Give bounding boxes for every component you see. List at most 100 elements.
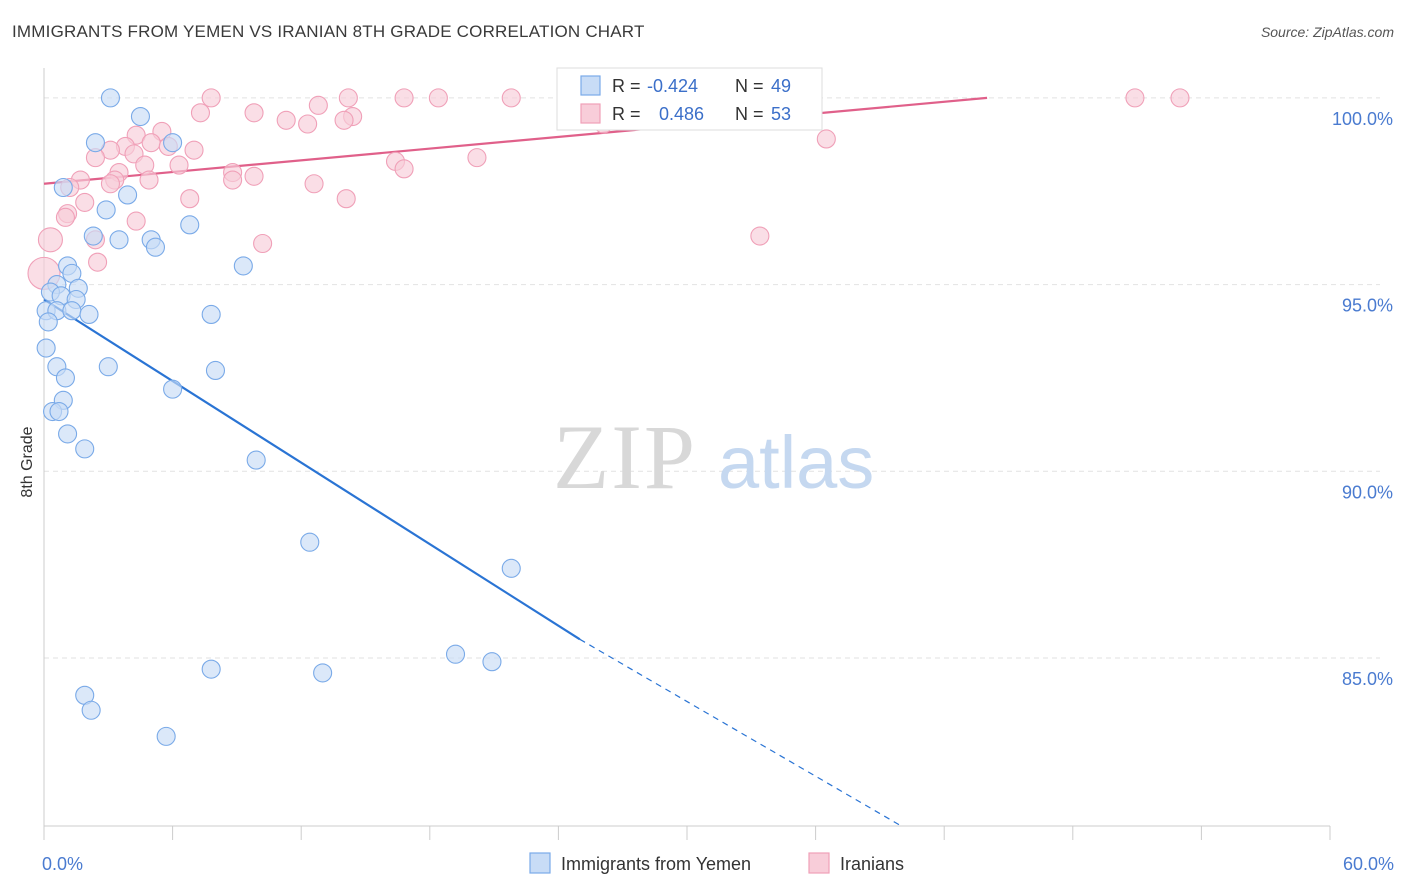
legend-swatch-yemen [580,75,601,96]
watermark: ZIP atlas [553,406,874,508]
data-point-yemen [201,659,221,679]
data-point-yemen [49,401,69,422]
data-point-iranians [394,88,414,108]
legend-r-value-yemen: -0.424 [647,76,698,96]
data-point-iranians [750,226,770,246]
y-tick-label: 85.0% [1342,669,1393,689]
data-point-iranians [1125,88,1145,108]
data-point-yemen [201,304,221,324]
x-tick-label: 60.0% [1343,854,1394,874]
data-point-yemen [118,185,138,205]
data-point-iranians [394,159,414,179]
data-point-yemen [98,357,118,377]
data-point-iranians [141,133,161,153]
data-point-iranians [223,170,243,190]
data-point-iranians [139,170,159,190]
data-point-yemen [62,301,82,321]
data-point-iranians [100,174,120,194]
legend-box [556,67,823,131]
legend-n-value-yemen: 49 [771,76,791,96]
legend-n-value-iranians: 53 [771,104,791,124]
data-point-iranians [276,110,296,130]
y-tick-label: 95.0% [1342,296,1393,316]
legend-r-label-iranians: R = [612,104,641,124]
data-point-iranians [37,227,63,253]
data-point-yemen [130,106,150,127]
data-point-yemen [96,200,116,220]
data-point-yemen [501,558,521,578]
data-point-iranians [100,140,120,160]
series-legend-label-iranians: Iranians [840,854,904,874]
data-point-iranians [467,148,487,168]
series-legend: Immigrants from Yemen Iranians [529,852,904,874]
data-point-yemen [246,450,266,470]
data-point-iranians [308,95,328,115]
data-point-yemen [83,226,103,246]
data-point-iranians [304,174,324,194]
data-point-iranians [428,88,448,108]
data-point-iranians [55,207,75,227]
series-legend-swatch-yemen [529,852,551,874]
data-point-iranians [253,233,273,254]
series-legend-label-yemen: Immigrants from Yemen [561,854,751,874]
data-points [27,88,1190,746]
trend-line-extension-0 [579,638,902,827]
data-point-yemen [38,312,58,332]
data-point-yemen [58,424,78,444]
data-point-iranians [88,252,108,272]
data-point-iranians [336,189,356,209]
data-point-iranians [75,192,95,212]
data-point-yemen [85,133,105,153]
legend-n-label-yemen: N = [735,76,764,96]
data-point-yemen [300,532,320,552]
data-point-iranians [184,140,204,160]
data-point-iranians [169,155,189,175]
correlation-legend: R = -0.424 N = 49 R = 0.486 N = 53 [556,67,823,131]
data-point-yemen [81,700,101,720]
trend-lines [43,96,988,827]
trend-line-1 [43,96,988,185]
watermark-zip: ZIP [553,406,697,508]
data-point-iranians [244,166,264,186]
data-point-iranians [298,114,318,134]
data-point-yemen [163,379,183,399]
data-point-yemen [55,368,75,388]
legend-n-label-iranians: N = [735,104,764,124]
data-point-yemen [75,439,95,459]
trend-line-0 [43,298,581,641]
data-point-iranians [244,103,264,123]
data-point-iranians [180,189,200,209]
data-point-yemen [163,133,183,153]
data-point-iranians [190,103,211,123]
data-point-iranians [338,88,358,108]
chart-title: IMMIGRANTS FROM YEMEN VS IRANIAN 8TH GRA… [12,22,645,41]
data-point-yemen [233,256,253,276]
watermark-atlas: atlas [718,421,874,504]
data-point-yemen [482,652,502,672]
legend-r-value-iranians: 0.486 [659,104,704,124]
legend-r-label-yemen: R = [612,76,641,96]
series-legend-swatch-iranians [808,852,830,874]
data-point-yemen [145,237,166,257]
y-tick-label: 100.0% [1332,109,1393,129]
data-point-yemen [156,726,176,746]
data-point-yemen [79,304,99,324]
data-point-iranians [126,211,146,231]
data-point-yemen [205,360,226,381]
data-point-yemen [53,177,73,198]
data-point-yemen [100,88,120,108]
data-point-yemen [445,644,466,664]
legend-swatch-iranians [580,103,601,124]
data-point-yemen [180,215,200,235]
data-point-iranians [1170,88,1190,108]
data-point-yemen [313,663,333,683]
tick-labels: 100.0% 95.0% 90.0% 85.0% 0.0% 60.0% [42,109,1394,874]
y-tick-label: 90.0% [1342,482,1393,502]
data-point-iranians [501,88,521,108]
data-point-yemen [109,230,129,250]
data-point-yemen [36,338,56,358]
chart-source: Source: ZipAtlas.com [1260,24,1394,40]
x-tick-label: 0.0% [42,854,83,874]
data-point-iranians [334,110,354,130]
axes [43,68,1331,840]
